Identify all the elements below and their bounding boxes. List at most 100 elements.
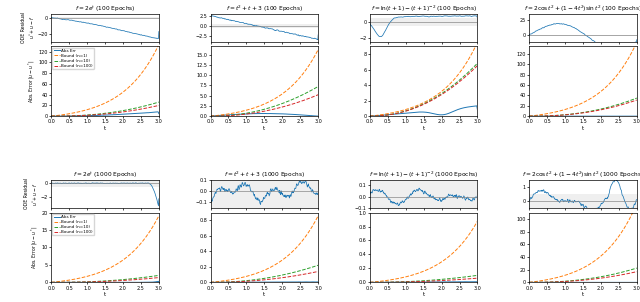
- Line: Bound (n=100): Bound (n=100): [529, 272, 637, 282]
- Line: Abs Err: Abs Err: [51, 112, 159, 116]
- Title: $f = \ln(t+1) - (t+1)^{-2}$ (1000 Epochs): $f = \ln(t+1) - (t+1)^{-2}$ (1000 Epochs…: [369, 169, 479, 180]
- Line: Bound (n=100): Bound (n=100): [370, 278, 477, 282]
- Bound (n=100): [207, 281, 214, 284]
- Abs Err: [430, 112, 438, 116]
- Abs Err: [589, 114, 597, 118]
- Bound (n=100): [366, 114, 374, 118]
- Bound (n=10): [271, 104, 278, 108]
- Line: Bound (n=100): Bound (n=100): [211, 95, 318, 116]
- X-axis label: t: t: [422, 126, 425, 131]
- Bound (n=10): [525, 281, 533, 284]
- Bar: [51, 180, 159, 187]
- Bound (n=10): [314, 85, 322, 88]
- Bound (n=1): [432, 264, 440, 267]
- Bound (n=100): [271, 277, 278, 281]
- Bound (n=10): [111, 278, 119, 282]
- Abs Err: [432, 112, 440, 116]
- Abs Err: [430, 280, 438, 284]
- Title: $f = 2e^{t}$ (100 Epochs): $f = 2e^{t}$ (100 Epochs): [75, 4, 136, 14]
- Abs Err: [138, 281, 146, 284]
- Line: Bound (n=100): Bound (n=100): [51, 278, 159, 282]
- Abs Err: [309, 280, 317, 284]
- Bound (n=1): [48, 281, 56, 284]
- Abs Err: [112, 281, 120, 284]
- Bound (n=10): [207, 114, 214, 118]
- Abs Err: [111, 113, 119, 117]
- Abs Err: [629, 114, 637, 118]
- Abs Err: [589, 281, 597, 284]
- Bound (n=100): [589, 109, 597, 113]
- Bound (n=100): [616, 104, 624, 107]
- Bound (n=10): [207, 281, 214, 284]
- Abs Err: [207, 114, 214, 118]
- Abs Err: [616, 114, 624, 118]
- Abs Err: [271, 112, 279, 115]
- Abs Err: [473, 104, 481, 108]
- Abs Err: [457, 280, 465, 284]
- Line: Bound (n=1): Bound (n=1): [51, 44, 159, 116]
- Bound (n=10): [207, 281, 214, 284]
- Abs Err: [474, 280, 481, 284]
- Bound (n=100): [457, 278, 465, 281]
- Bound (n=100): [432, 279, 440, 283]
- Bound (n=100): [138, 107, 146, 111]
- Abs Err: [114, 113, 122, 116]
- Bound (n=1): [47, 281, 55, 284]
- Abs Err: [616, 281, 624, 284]
- Bound (n=10): [111, 110, 119, 114]
- Bound (n=10): [525, 281, 533, 284]
- Bound (n=100): [525, 114, 533, 118]
- Bound (n=1): [366, 114, 374, 118]
- Bound (n=1): [457, 243, 465, 247]
- Line: Bound (n=1): Bound (n=1): [211, 216, 318, 282]
- Bound (n=100): [111, 111, 119, 115]
- Bound (n=100): [155, 276, 163, 279]
- Bound (n=1): [273, 262, 280, 266]
- Abs Err: [145, 281, 153, 284]
- Y-axis label: Abs. Error $|u - u^*|$: Abs. Error $|u - u^*|$: [26, 59, 36, 103]
- Bound (n=1): [432, 94, 440, 98]
- Bound (n=100): [155, 104, 163, 107]
- Bound (n=10): [474, 274, 481, 277]
- Title: $f = \ln(t+1) - (t+1)^{-2}$ (100 Epochs): $f = \ln(t+1) - (t+1)^{-2}$ (100 Epochs): [371, 3, 477, 14]
- Line: Bound (n=1): Bound (n=1): [529, 204, 637, 282]
- Abs Err: [623, 114, 630, 118]
- Bound (n=10): [432, 278, 440, 282]
- X-axis label: t: t: [422, 292, 425, 297]
- Bound (n=100): [591, 109, 599, 113]
- Bound (n=100): [525, 281, 533, 284]
- Bound (n=10): [589, 109, 597, 113]
- Bound (n=10): [48, 281, 56, 284]
- Bound (n=10): [525, 114, 533, 118]
- Bound (n=10): [304, 90, 312, 94]
- Bound (n=100): [314, 93, 322, 97]
- Bound (n=1): [366, 114, 374, 118]
- Bound (n=10): [111, 110, 119, 114]
- Bound (n=1): [273, 96, 280, 100]
- Bound (n=1): [304, 231, 312, 235]
- Bound (n=10): [457, 77, 465, 81]
- Line: Bound (n=10): Bound (n=10): [370, 275, 477, 282]
- Bound (n=1): [366, 281, 374, 284]
- Bound (n=10): [271, 275, 278, 278]
- Abs Err: [207, 281, 214, 284]
- Bound (n=1): [207, 281, 214, 284]
- Abs Err: [525, 114, 533, 118]
- Bound (n=1): [155, 43, 163, 46]
- Bound (n=10): [430, 278, 438, 282]
- Bound (n=100): [366, 114, 374, 118]
- Bound (n=1): [430, 265, 438, 268]
- Bound (n=1): [616, 70, 624, 73]
- Abs Err: [429, 280, 437, 284]
- Bound (n=100): [589, 277, 597, 281]
- Y-axis label: ODE Residual
$u'' + u - f$: ODE Residual $u'' + u - f$: [24, 178, 38, 209]
- Bound (n=100): [430, 279, 438, 283]
- Bound (n=1): [591, 94, 599, 98]
- Abs Err: [271, 280, 278, 284]
- Abs Err: [305, 114, 312, 117]
- Bound (n=10): [273, 275, 280, 278]
- Bound (n=10): [155, 100, 163, 104]
- Bar: [370, 141, 477, 252]
- Bound (n=100): [474, 64, 481, 67]
- Bound (n=1): [48, 114, 56, 118]
